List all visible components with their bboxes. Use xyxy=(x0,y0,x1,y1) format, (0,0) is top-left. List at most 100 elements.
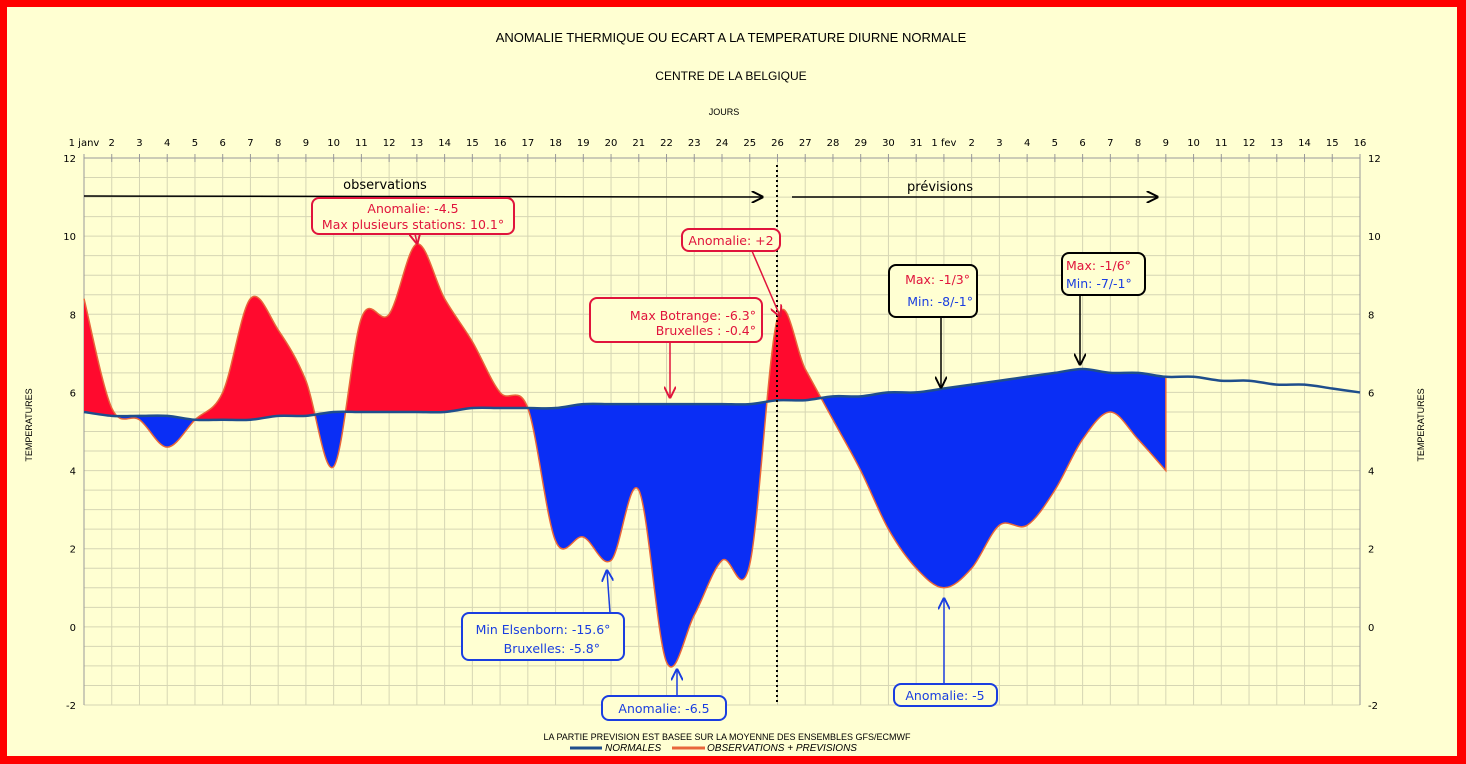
x-tick-label: 20 xyxy=(605,138,618,149)
y-tick-label-right: -2 xyxy=(1368,701,1378,712)
annotation-box xyxy=(601,695,727,721)
y-tick-label-right: 4 xyxy=(1368,467,1374,478)
x-tick-label: 2 xyxy=(109,138,115,149)
x-tick-label: 16 xyxy=(494,138,507,149)
annotation-text: Max plusieurs stations: 10.1° xyxy=(322,217,504,232)
y-axis-label-right: TEMPERATURES xyxy=(1416,388,1426,461)
annotation-text: Bruxelles: -5.8° xyxy=(504,641,600,656)
x-tick-label: 10 xyxy=(1187,138,1200,149)
annotation-text: Max Botrange: -6.3° xyxy=(630,308,756,323)
x-tick-label: 23 xyxy=(688,138,701,149)
x-tick-label: 7 xyxy=(247,138,253,149)
annotation-text: Anomalie: -5 xyxy=(905,688,984,703)
x-tick-label: 11 xyxy=(355,138,368,149)
x-tick-label: 6 xyxy=(1079,138,1085,149)
x-tick-label: 24 xyxy=(716,138,729,149)
annotation-text: Anomalie: -6.5 xyxy=(618,701,709,716)
x-tick-label: 30 xyxy=(882,138,895,149)
legend-label-observations: OBSERVATIONS + PREVISIONS xyxy=(707,743,857,754)
x-tick-label: 29 xyxy=(854,138,867,149)
y-tick-label-left: 6 xyxy=(70,388,76,399)
y-axis-label-left: TEMPERATURES xyxy=(24,388,34,461)
annotation-text: Max: -1/6° xyxy=(1066,258,1131,273)
x-tick-label: 17 xyxy=(521,138,534,149)
annotation-box xyxy=(461,612,625,661)
x-tick-label: 22 xyxy=(660,138,673,149)
x-tick-label: 9 xyxy=(1163,138,1169,149)
annotation-text: Bruxelles : -0.4° xyxy=(656,323,756,338)
x-tick-label: 25 xyxy=(743,138,756,149)
x-tick-label: 3 xyxy=(996,138,1002,149)
observations-label: observations xyxy=(343,178,427,193)
annotation-box xyxy=(888,264,978,318)
x-tick-label: 8 xyxy=(1135,138,1141,149)
axes: 1 janv 2 3 4 5 6 7 8 9 10 11 12 13 14 15 16 17 18 19 20 21 22… xyxy=(63,138,1380,712)
x-tick-label: 16 xyxy=(1354,138,1367,149)
y-tick-label-right: 8 xyxy=(1368,310,1374,321)
annotation-box xyxy=(589,297,763,343)
x-tick-label: 9 xyxy=(303,138,309,149)
x-axis-label: JOURS xyxy=(709,107,740,117)
y-tick-label-right: 12 xyxy=(1368,154,1381,165)
negative-anomaly-area xyxy=(84,368,1166,667)
x-tick-label: 14 xyxy=(438,138,451,149)
annotation-text: Min: -8/-1° xyxy=(907,294,973,309)
x-tick-label: 21 xyxy=(632,138,645,149)
x-tick-label: 4 xyxy=(1024,138,1030,149)
y-tick-label-left: 12 xyxy=(63,154,76,165)
observations-arrow xyxy=(83,196,762,197)
annotation-box xyxy=(1061,252,1146,296)
legend-label-normales: NORMALES xyxy=(605,743,661,754)
y-tick-label-left: 2 xyxy=(70,545,76,556)
anomaly-areas xyxy=(84,243,1166,667)
x-tick-label: 26 xyxy=(771,138,784,149)
annotation-text: Max: -1/3° xyxy=(905,272,970,287)
y-tick-label-left: 10 xyxy=(63,232,76,243)
x-tick-label: 8 xyxy=(275,138,281,149)
y-tick-label-left: 4 xyxy=(70,467,76,478)
y-tick-label-right: 10 xyxy=(1368,232,1381,243)
x-tick-label: 15 xyxy=(1326,138,1339,149)
chart-title: ANOMALIE THERMIQUE OU ECART A LA TEMPERA… xyxy=(496,30,967,45)
x-tick-label: 14 xyxy=(1298,138,1311,149)
y-tick-label-right: 6 xyxy=(1368,388,1374,399)
x-tick-label: 11 xyxy=(1215,138,1228,149)
y-tick-label-right: 2 xyxy=(1368,545,1374,556)
chart-subtitle: CENTRE DE LA BELGIQUE xyxy=(655,69,806,83)
y-tick-label-left: -2 xyxy=(66,701,76,712)
previsions-label: prévisions xyxy=(907,180,973,195)
x-tick-label: 5 xyxy=(192,138,198,149)
x-tick-label: 28 xyxy=(827,138,840,149)
x-tick-label: 5 xyxy=(1052,138,1058,149)
x-tick-label: 12 xyxy=(383,138,396,149)
x-tick-label: 18 xyxy=(549,138,562,149)
x-tick-label: 1 janv xyxy=(69,138,100,149)
x-tick-label: 6 xyxy=(220,138,226,149)
annotation-box xyxy=(893,683,998,707)
annotation-text: Min: -7/-1° xyxy=(1066,276,1132,291)
footnote: LA PARTIE PREVISION EST BASEE SUR LA MOY… xyxy=(543,732,911,742)
x-tick-label: 12 xyxy=(1243,138,1256,149)
x-tick-label: 15 xyxy=(466,138,479,149)
y-tick-label-left: 0 xyxy=(70,623,76,634)
y-tick-label-right: 0 xyxy=(1368,623,1374,634)
annotation-box xyxy=(681,228,781,252)
annotation-box xyxy=(311,197,515,235)
series-line-normales xyxy=(83,367,1361,422)
x-tick-label: 4 xyxy=(164,138,170,149)
annotation-text: Min Elsenborn: -15.6° xyxy=(476,622,611,637)
x-tick-label: 3 xyxy=(136,138,142,149)
x-tick-label: 1 fev xyxy=(931,138,956,149)
x-tick-label: 13 xyxy=(1270,138,1283,149)
x-tick-label: 10 xyxy=(327,138,340,149)
annotation-arrow xyxy=(751,250,780,316)
x-tick-label: 2 xyxy=(968,138,974,149)
x-tick-label: 19 xyxy=(577,138,590,149)
y-tick-label-left: 8 xyxy=(70,310,76,321)
annotation-text: Anomalie: +2 xyxy=(688,233,773,248)
annotation-arrow xyxy=(607,571,610,614)
annotation-arrow xyxy=(415,234,417,243)
x-tick-label: 27 xyxy=(799,138,812,149)
x-tick-label: 31 xyxy=(910,138,923,149)
